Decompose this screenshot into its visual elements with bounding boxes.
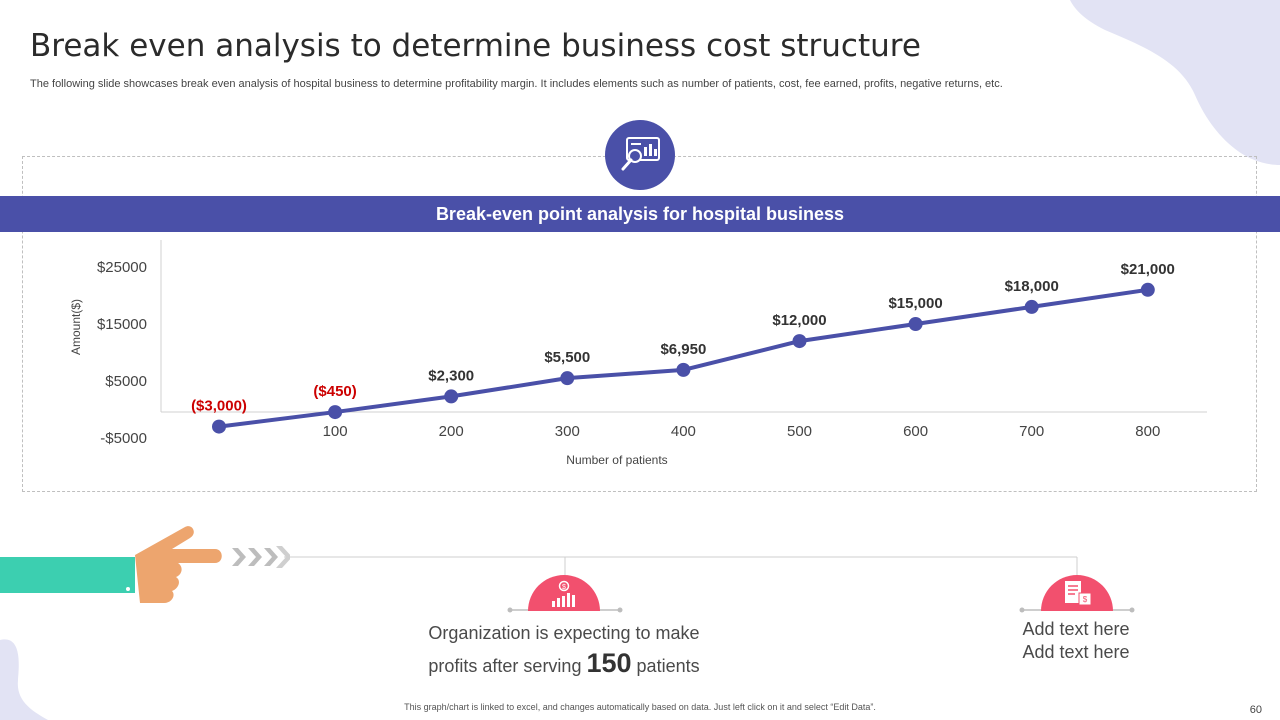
y-tick-labels: $25000 $15000 $5000 -$5000 bbox=[97, 259, 147, 447]
x-tick-labels: 100 200 300 400 500 600 700 800 bbox=[323, 423, 1161, 440]
x-tick-label: 800 bbox=[1135, 423, 1160, 440]
svg-text:$: $ bbox=[1083, 595, 1088, 604]
page-number: 60 bbox=[1249, 704, 1262, 716]
x-tick-label: 700 bbox=[1019, 423, 1044, 440]
data-point bbox=[676, 362, 691, 377]
profit-message-suffix: patients bbox=[636, 656, 700, 676]
x-tick-label: 300 bbox=[555, 423, 580, 440]
series-group bbox=[212, 282, 1155, 434]
x-tick-label: 400 bbox=[671, 423, 696, 440]
data-label: $12,000 bbox=[772, 312, 826, 329]
data-point bbox=[212, 419, 226, 434]
profit-message-line2: profits after serving 150 patients bbox=[404, 648, 724, 681]
analytics-board-icon bbox=[605, 120, 675, 190]
decorative-blob-bottom-left bbox=[0, 639, 48, 720]
data-label: $18,000 bbox=[1005, 278, 1059, 295]
x-tick-label: 500 bbox=[787, 423, 812, 440]
slide-title: Break even analysis to determine busines… bbox=[30, 28, 921, 64]
data-point bbox=[328, 405, 343, 420]
profit-message: Organization is expecting to make profit… bbox=[404, 618, 724, 681]
x-axis-label: Number of patients bbox=[566, 453, 667, 467]
data-point bbox=[1140, 282, 1155, 297]
data-point bbox=[792, 334, 807, 349]
y-tick-label: $15000 bbox=[97, 316, 147, 333]
patient-count-highlight: 150 bbox=[586, 648, 632, 678]
decorative-blob-top-right bbox=[1070, 0, 1280, 165]
footnote: This graph/chart is linked to excel, and… bbox=[404, 702, 876, 712]
data-label-group: ($3,000) ($450) $2,300 $5,500 $6,950 $12,000 $… bbox=[191, 261, 1175, 415]
placeholder-line2: Add text here bbox=[1022, 642, 1130, 662]
placeholder-message: Add text here Add text here bbox=[990, 618, 1162, 664]
svg-text:$: $ bbox=[562, 584, 566, 591]
growth-chart-icon: $ bbox=[528, 575, 600, 611]
placeholder-line1: Add text here bbox=[1022, 619, 1130, 639]
y-axis-label: Amount($) bbox=[69, 299, 83, 355]
x-tick-label: 200 bbox=[439, 423, 464, 440]
data-point bbox=[1024, 299, 1039, 314]
chevron-arrows-icon bbox=[232, 546, 290, 568]
data-label: ($3,000) bbox=[191, 398, 247, 415]
data-label: $21,000 bbox=[1121, 261, 1175, 278]
x-tick-label: 100 bbox=[323, 423, 348, 440]
y-tick-label: $5000 bbox=[105, 373, 147, 390]
data-point bbox=[908, 317, 923, 331]
chart-banner: Break-even point analysis for hospital b… bbox=[0, 196, 1280, 232]
pointing-hand-icon bbox=[0, 526, 222, 603]
x-tick-label: 600 bbox=[903, 423, 928, 440]
data-point bbox=[444, 389, 459, 404]
data-label: $6,950 bbox=[660, 341, 706, 358]
data-point bbox=[560, 371, 575, 386]
invoice-icon: $ bbox=[1041, 575, 1113, 611]
data-label: $15,000 bbox=[888, 295, 942, 312]
profit-message-prefix: profits after serving bbox=[428, 656, 582, 676]
data-label: $5,500 bbox=[544, 349, 590, 366]
y-tick-label: -$5000 bbox=[100, 430, 147, 447]
data-label: ($450) bbox=[313, 383, 356, 400]
data-label: $2,300 bbox=[428, 367, 474, 384]
profit-message-line1: Organization is expecting to make bbox=[428, 623, 700, 643]
slide-subtitle: The following slide showcases break even… bbox=[30, 78, 1003, 90]
y-tick-label: $25000 bbox=[97, 259, 147, 276]
line-chart: $25000 $15000 $5000 -$5000 100 200 300 400 500 6… bbox=[69, 240, 1207, 467]
